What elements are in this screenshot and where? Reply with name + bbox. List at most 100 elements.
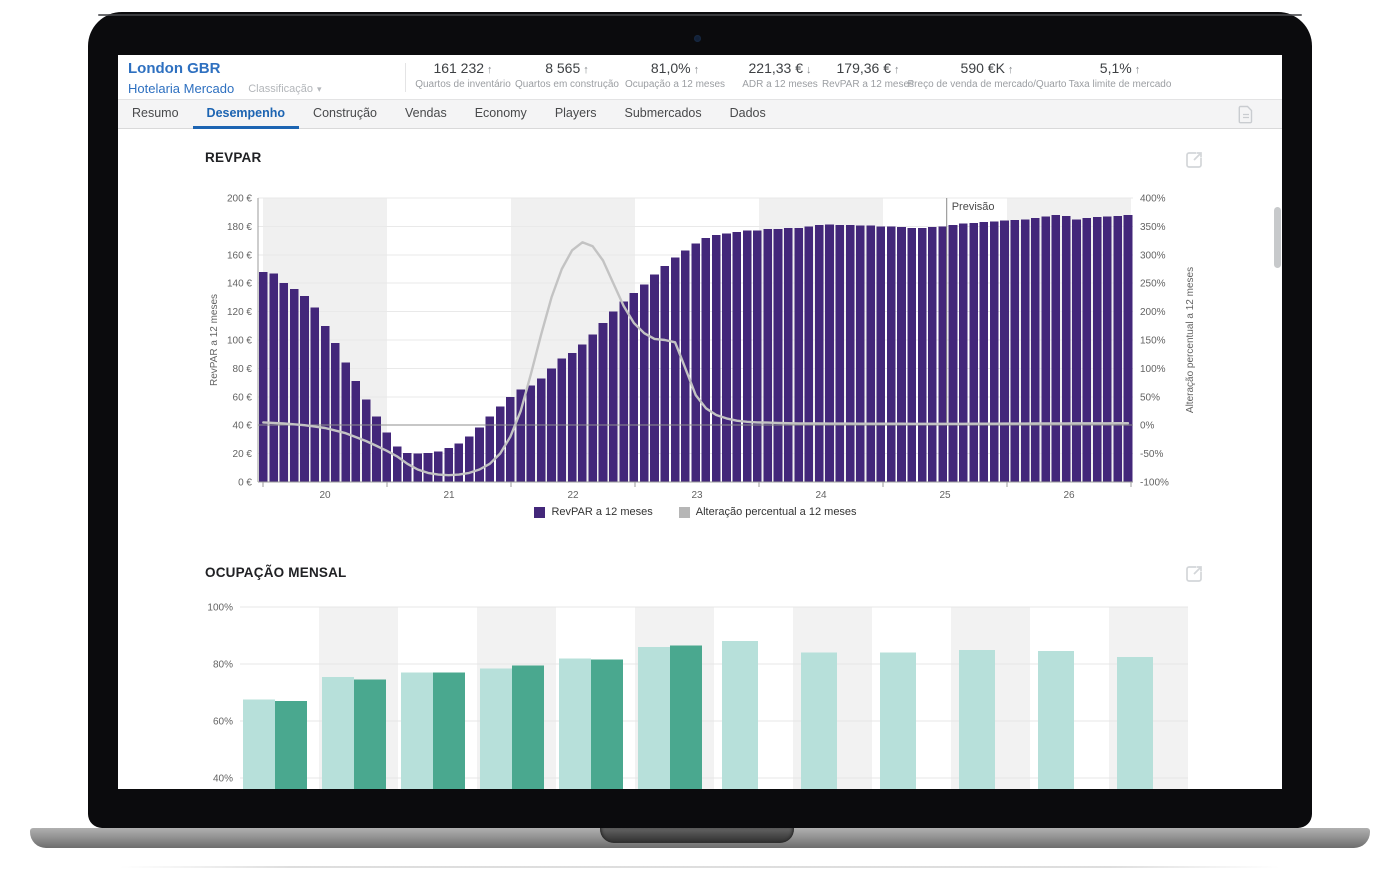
trend-up-icon: ↑ — [583, 64, 589, 76]
kpi-label: RevPAR a 12 meses — [821, 79, 915, 90]
trend-up-icon: ↑ — [693, 64, 700, 76]
kpi-value: 8 565 ↑ — [545, 60, 589, 76]
page-title: London GBR — [128, 60, 221, 77]
kpi-label: Quartos em construção — [515, 79, 619, 90]
section-title-revpar: REVPAR — [205, 150, 262, 165]
laptop-base-notch — [600, 828, 794, 843]
tab-players[interactable]: Players — [554, 106, 597, 120]
svg-text:20: 20 — [319, 490, 331, 501]
export-occupancy-chart-icon[interactable] — [1183, 563, 1205, 585]
svg-text:180 €: 180 € — [227, 222, 252, 233]
svg-text:100%: 100% — [1140, 364, 1166, 375]
svg-text:0%: 0% — [1140, 421, 1155, 432]
svg-text:200%: 200% — [1140, 307, 1166, 318]
tab-resumo[interactable]: Resumo — [132, 106, 179, 120]
svg-text:80 €: 80 € — [233, 364, 253, 375]
scrollbar-thumb[interactable] — [1274, 207, 1281, 268]
svg-text:20 €: 20 € — [233, 449, 253, 460]
svg-text:300%: 300% — [1140, 250, 1166, 261]
svg-text:160 €: 160 € — [227, 250, 252, 261]
svg-text:21: 21 — [443, 490, 455, 501]
app-window: London GBR Hotelaria Mercado Classificaç… — [118, 55, 1282, 789]
tab-desempenho[interactable]: Desempenho — [192, 100, 300, 129]
report-document-icon[interactable] — [1238, 105, 1254, 124]
svg-text:23: 23 — [691, 490, 703, 501]
svg-text:250%: 250% — [1140, 279, 1166, 290]
chevron-down-icon: ▾ — [317, 83, 322, 94]
tab-dados[interactable]: Dados — [729, 106, 766, 120]
svg-text:200 €: 200 € — [227, 194, 252, 205]
svg-text:120 €: 120 € — [227, 307, 252, 318]
kpi-stat: 221,33 € ↓ ADR a 12 meses — [742, 60, 818, 90]
svg-text:60 €: 60 € — [233, 392, 253, 403]
tab-submercados[interactable]: Submercados — [624, 106, 702, 120]
laptop-base-shadow — [120, 866, 1280, 868]
kpi-stat: 161 232 ↑ Quartos de inventário — [415, 60, 511, 90]
svg-text:100%: 100% — [207, 603, 233, 614]
kpi-stat: 8 565 ↑ Quartos em construção — [515, 60, 619, 90]
revpar-chart: Previsão 0 € 20 € 40 € 60 € 80 € 100 € 120 € 140… — [209, 194, 1196, 502]
svg-text:50%: 50% — [1140, 392, 1160, 403]
kpi-value: 590 €K ↑ — [960, 60, 1014, 76]
kpi-stat: 5,1% ↑ Taxa limite de mercado — [1069, 60, 1172, 90]
kpi-value: 5,1% ↑ — [1099, 60, 1141, 76]
export-revpar-chart-icon[interactable] — [1183, 149, 1205, 171]
svg-text:350%: 350% — [1140, 222, 1166, 233]
kpi-stat: 590 €K ↑ Preço de venda de mercado/Quarto — [908, 60, 1067, 90]
svg-text:RevPAR a 12 meses: RevPAR a 12 meses — [209, 294, 220, 386]
svg-text:Previsão: Previsão — [952, 201, 995, 213]
tab-vendas[interactable]: Vendas — [404, 106, 447, 120]
kpi-stat: 179,36 € ↑ RevPAR a 12 meses — [822, 60, 914, 90]
trend-up-icon: ↑ — [893, 64, 900, 76]
webcam-icon — [694, 35, 701, 42]
trend-down-icon: ↓ — [806, 64, 812, 76]
classification-label: Classificação — [248, 82, 314, 95]
legend-swatch — [534, 506, 546, 518]
svg-text:100 €: 100 € — [227, 336, 252, 347]
tab-economy[interactable]: Economy — [474, 106, 527, 120]
kpi-label: Quartos de inventário — [415, 79, 511, 90]
svg-text:400%: 400% — [1140, 194, 1166, 205]
tab-bar: Resumo Desempenho Construção Vendas Economy P… — [118, 99, 1282, 129]
occupancy-chart: 100% 80% 60% 40% — [207, 603, 1188, 789]
svg-text:0 €: 0 € — [238, 478, 252, 489]
kpi-value: 161 232 ↑ — [433, 60, 493, 76]
legend-pct-change[interactable]: Alteração percentual a 12 meses — [678, 506, 857, 518]
revpar-chart-legend: RevPAR a 12 meses Alteração percentual a … — [258, 506, 1133, 518]
kpi-label: Ocupação a 12 meses — [624, 79, 726, 90]
svg-text:-50%: -50% — [1140, 449, 1163, 460]
market-header: London GBR Hotelaria Mercado Classificaç… — [118, 55, 1282, 99]
svg-text:Alteração percentual a 12 mese: Alteração percentual a 12 meses — [1185, 267, 1196, 413]
svg-text:140 €: 140 € — [227, 279, 252, 290]
svg-text:40 €: 40 € — [233, 421, 253, 432]
svg-text:-100%: -100% — [1140, 478, 1169, 489]
svg-text:80%: 80% — [213, 660, 233, 671]
trend-up-icon: ↑ — [487, 64, 493, 76]
tab-construcao[interactable]: Construção — [313, 106, 377, 120]
kpi-label: ADR a 12 meses — [742, 79, 818, 90]
kpi-value: 179,36 € ↑ — [836, 60, 900, 76]
svg-text:150%: 150% — [1140, 336, 1166, 347]
header-divider — [405, 63, 406, 92]
kpi-stat: 81,0% ↑ Ocupação a 12 meses — [625, 60, 725, 90]
svg-text:24: 24 — [815, 490, 827, 501]
legend-swatch — [678, 506, 690, 518]
legend-revpar[interactable]: RevPAR a 12 meses — [534, 506, 653, 518]
trend-up-icon: ↑ — [1134, 64, 1141, 76]
svg-text:26: 26 — [1063, 490, 1075, 501]
legend-label: Alteração percentual a 12 meses — [695, 506, 857, 518]
svg-text:60%: 60% — [213, 717, 233, 728]
classification-dropdown[interactable]: Classificação ▾ — [248, 83, 321, 95]
kpi-label: Taxa limite de mercado — [1068, 79, 1172, 90]
svg-text:25: 25 — [939, 490, 951, 501]
kpi-value: 221,33 € ↓ — [748, 60, 812, 76]
page-subtitle: Hotelaria Mercado — [128, 81, 235, 96]
legend-label: RevPAR a 12 meses — [551, 506, 653, 518]
svg-text:40%: 40% — [213, 774, 233, 785]
kpi-value: 81,0% ↑ — [650, 60, 700, 76]
trend-up-icon: ↑ — [1007, 64, 1014, 76]
kpi-label: Preço de venda de mercado/Quarto — [907, 79, 1067, 90]
laptop-base — [30, 828, 1370, 848]
svg-text:22: 22 — [567, 490, 579, 501]
